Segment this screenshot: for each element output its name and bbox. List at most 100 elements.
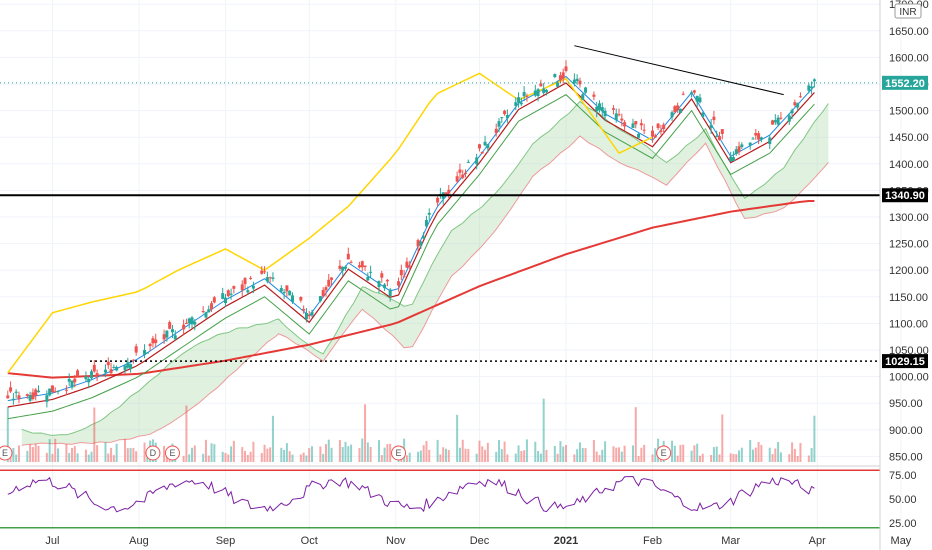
volume-bar [461, 439, 464, 462]
volume-bar [291, 454, 294, 462]
volume-bar [651, 454, 654, 462]
volume-bar [676, 455, 679, 462]
price-tick-label: 1000.00 [889, 372, 929, 384]
candle-body [673, 106, 677, 112]
price-tick-label: 950.00 [889, 398, 923, 410]
volume-bar [539, 453, 542, 462]
candle-body [461, 174, 465, 178]
volume-bar [584, 448, 587, 462]
volume-bar [6, 407, 9, 462]
candle-body [595, 106, 599, 112]
volume-bar [615, 447, 618, 462]
volume-bar [690, 450, 693, 462]
candle-body [223, 297, 227, 304]
candle-body [561, 72, 565, 79]
volume-bar [620, 451, 623, 462]
candle-body [793, 102, 797, 106]
candle-body [251, 285, 255, 289]
price-tick-label: 1500.00 [889, 106, 929, 118]
candle-body [558, 75, 562, 81]
volume-bar [126, 448, 129, 462]
volume-bar [715, 446, 718, 462]
candle-body [70, 380, 74, 388]
volume-bar [439, 454, 442, 462]
volume-bar [436, 439, 439, 462]
candle-body [344, 266, 348, 269]
candle-body [92, 364, 96, 372]
candle-body [162, 334, 166, 340]
volume-bar [288, 451, 291, 462]
candle-body [182, 324, 186, 330]
price-tags: 1552.20 1340.90 1029.15 [882, 75, 928, 369]
candle-body [514, 102, 518, 106]
volume-bar [553, 445, 556, 462]
event-marker-circle [391, 445, 407, 461]
volume-bar [369, 446, 372, 462]
candle-body [572, 79, 576, 84]
candle-body [718, 136, 722, 140]
price-tick-label: 900.00 [889, 425, 923, 437]
volume-bar [31, 447, 34, 462]
candle-body [14, 391, 18, 393]
candle-body [720, 129, 724, 134]
candle-body [210, 303, 214, 310]
volume-bar [712, 447, 715, 462]
candle-body [265, 277, 269, 282]
candle-body [698, 97, 702, 103]
volume-bar [366, 442, 369, 462]
volume-bar [601, 449, 604, 462]
candle-body [383, 284, 387, 289]
volume-bar [244, 450, 247, 462]
currency-badge[interactable] [894, 3, 922, 19]
time-scale[interactable]: Jul Aug Sep Oct Nov Dec 2021 Feb Mar Apr May [45, 535, 911, 547]
volume-bar [260, 453, 263, 462]
volume-bar [523, 450, 526, 462]
volume-bar [182, 455, 185, 462]
volume-bar [210, 443, 213, 462]
candle-body [28, 395, 32, 401]
volume-bar [224, 452, 227, 462]
volume-bar [378, 440, 380, 462]
candle-body [84, 376, 88, 380]
volume-bar [495, 451, 498, 462]
volume-bar [618, 447, 621, 462]
candle-body [145, 352, 149, 354]
volume-bar [779, 452, 782, 462]
time-tick-label: Sep [216, 535, 236, 547]
candle-body [575, 78, 579, 82]
volume-bar [364, 404, 367, 462]
candle-body [282, 291, 286, 294]
candle-body [771, 120, 775, 125]
volume-bar [796, 455, 799, 462]
volume-bar [319, 446, 322, 462]
volume-bar [341, 447, 344, 462]
candle-body [773, 120, 777, 123]
candle-body [776, 117, 780, 125]
candle-body [497, 121, 501, 127]
candle-body [229, 293, 233, 295]
volume-bar [701, 453, 704, 462]
volume-bar [757, 441, 760, 462]
price-scale[interactable]: 1700.001650.001600.001550.001500.001450.… [889, 0, 929, 530]
volume-bar [813, 415, 816, 462]
volume-bar [679, 444, 682, 462]
volume-bar [444, 448, 447, 462]
price-tick-label: 1300.00 [889, 212, 929, 224]
candle-body [517, 97, 521, 103]
volume-bar [498, 440, 501, 462]
candle-body [678, 108, 682, 114]
volume-bar [698, 455, 701, 462]
volume-bar [810, 448, 813, 462]
volume-bar [51, 453, 54, 462]
candle-body [129, 364, 133, 369]
volume-bar [322, 453, 325, 462]
candle-body [477, 144, 481, 149]
candle-body [584, 87, 588, 93]
volume-bar [283, 449, 286, 462]
candle-body [751, 138, 755, 140]
volume-bar [386, 444, 389, 462]
candle-body [617, 114, 621, 116]
candle-body [810, 86, 814, 88]
